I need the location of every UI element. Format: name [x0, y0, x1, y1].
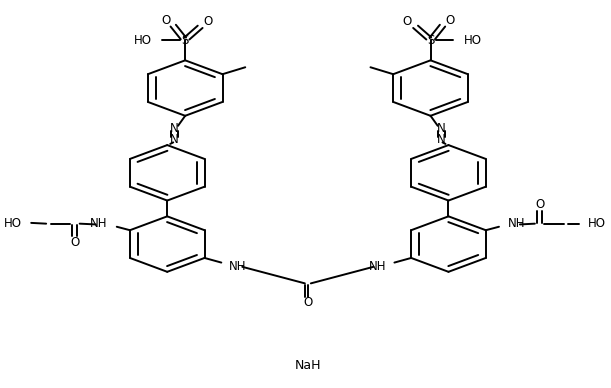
Text: O: O	[203, 15, 213, 28]
Text: NH: NH	[229, 260, 247, 272]
Text: NH: NH	[90, 217, 108, 230]
Text: HO: HO	[588, 217, 606, 230]
Text: O: O	[403, 15, 412, 28]
Text: O: O	[303, 296, 312, 309]
Text: N: N	[170, 133, 179, 146]
Text: N: N	[170, 121, 179, 135]
Text: N: N	[437, 121, 445, 135]
Text: HO: HO	[4, 217, 22, 230]
Text: O: O	[161, 14, 170, 27]
Text: NaH: NaH	[295, 359, 321, 372]
Text: O: O	[445, 14, 455, 27]
Text: NH: NH	[369, 260, 387, 272]
Text: O: O	[70, 236, 79, 249]
Text: S: S	[181, 34, 189, 47]
Text: N: N	[437, 133, 445, 146]
Text: HO: HO	[464, 34, 481, 47]
Text: O: O	[535, 198, 544, 211]
Text: S: S	[427, 34, 434, 47]
Text: NH: NH	[508, 217, 525, 230]
Text: HO: HO	[134, 34, 152, 47]
